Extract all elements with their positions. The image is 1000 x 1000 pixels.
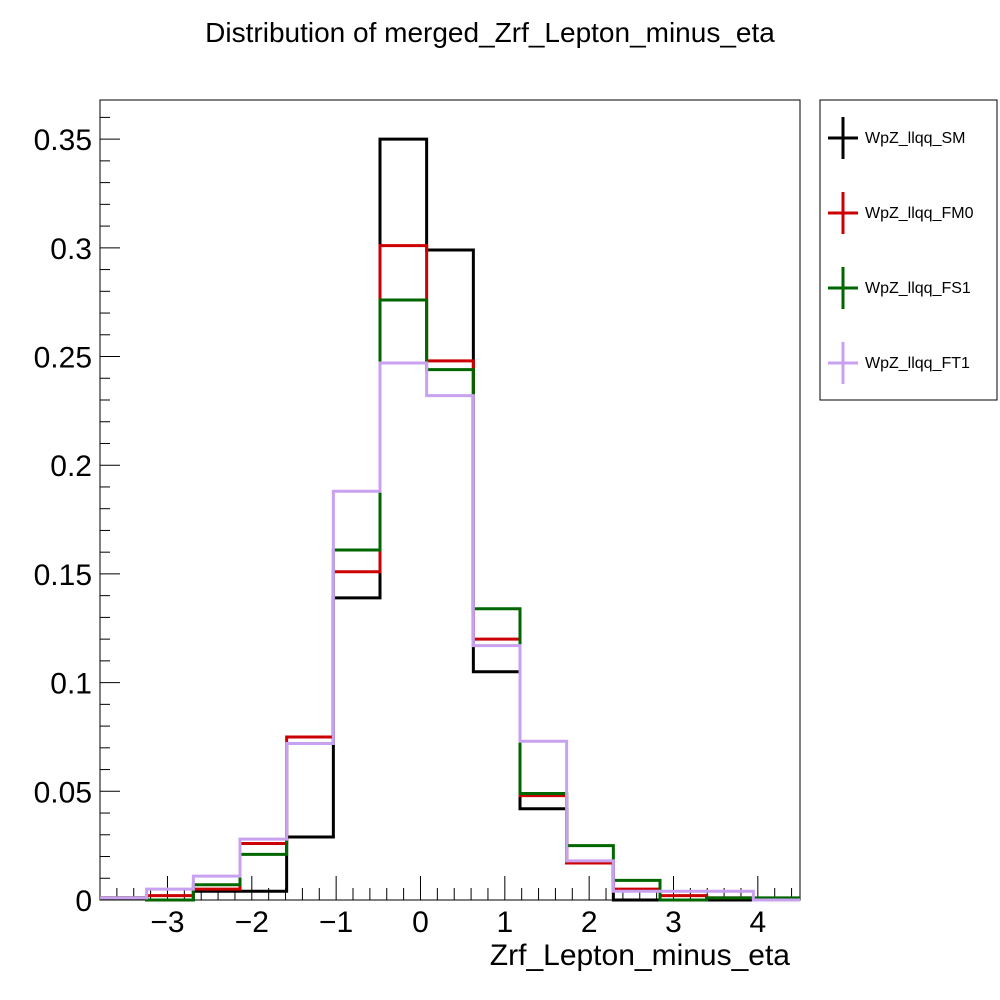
legend: WpZ_llqq_SM WpZ_llqq_FM0 WpZ_llqq_FS1 WpZ_l… [828, 117, 974, 384]
x-tick-label: 4 [749, 906, 766, 939]
y-tick-label: 0 [75, 885, 92, 918]
series-line-wpz_llqq_sm [100, 137, 800, 902]
series-line-wpz_llqq_fs1 [100, 298, 800, 902]
y-tick-label: 0.1 [50, 668, 92, 701]
chart-title: Distribution of merged_Zrf_Lepton_minus_… [205, 17, 775, 48]
y-tick-label: 0.15 [34, 559, 92, 592]
y-tick-label: 0.25 [34, 342, 92, 375]
x-axis: −3 −2 −1 0 1 2 3 4 [99, 876, 793, 939]
series-line-wpz_llqq_ft1 [100, 361, 800, 902]
y-axis: 0 0.05 0.1 0.15 0.2 0.25 0.3 0.35 [34, 116, 120, 918]
legend-entry: WpZ_llqq_FM0 [865, 205, 974, 222]
legend-entry: WpZ_llqq_SM [865, 130, 965, 147]
x-tick-label: 0 [412, 906, 429, 939]
x-tick-label: −1 [319, 906, 353, 939]
legend-entry: WpZ_llqq_FS1 [865, 280, 971, 297]
y-tick-label: 0.05 [34, 776, 92, 809]
legend-entry: WpZ_llqq_FT1 [865, 355, 970, 372]
x-tick-label: 3 [665, 906, 682, 939]
x-tick-label: 1 [496, 906, 513, 939]
plot-frame [99, 99, 801, 901]
y-tick-label: 0.3 [50, 233, 92, 266]
legend-box [819, 99, 998, 401]
y-tick-label: 0.35 [34, 124, 92, 157]
x-axis-label: Zrf_Lepton_minus_eta [490, 939, 791, 972]
x-tick-label: 2 [581, 906, 598, 939]
series-line-wpz_llqq_fm0 [100, 244, 800, 902]
x-tick-label: −3 [150, 906, 184, 939]
x-tick-label: −2 [235, 906, 269, 939]
series-layer [100, 137, 800, 902]
y-tick-label: 0.2 [50, 450, 92, 483]
